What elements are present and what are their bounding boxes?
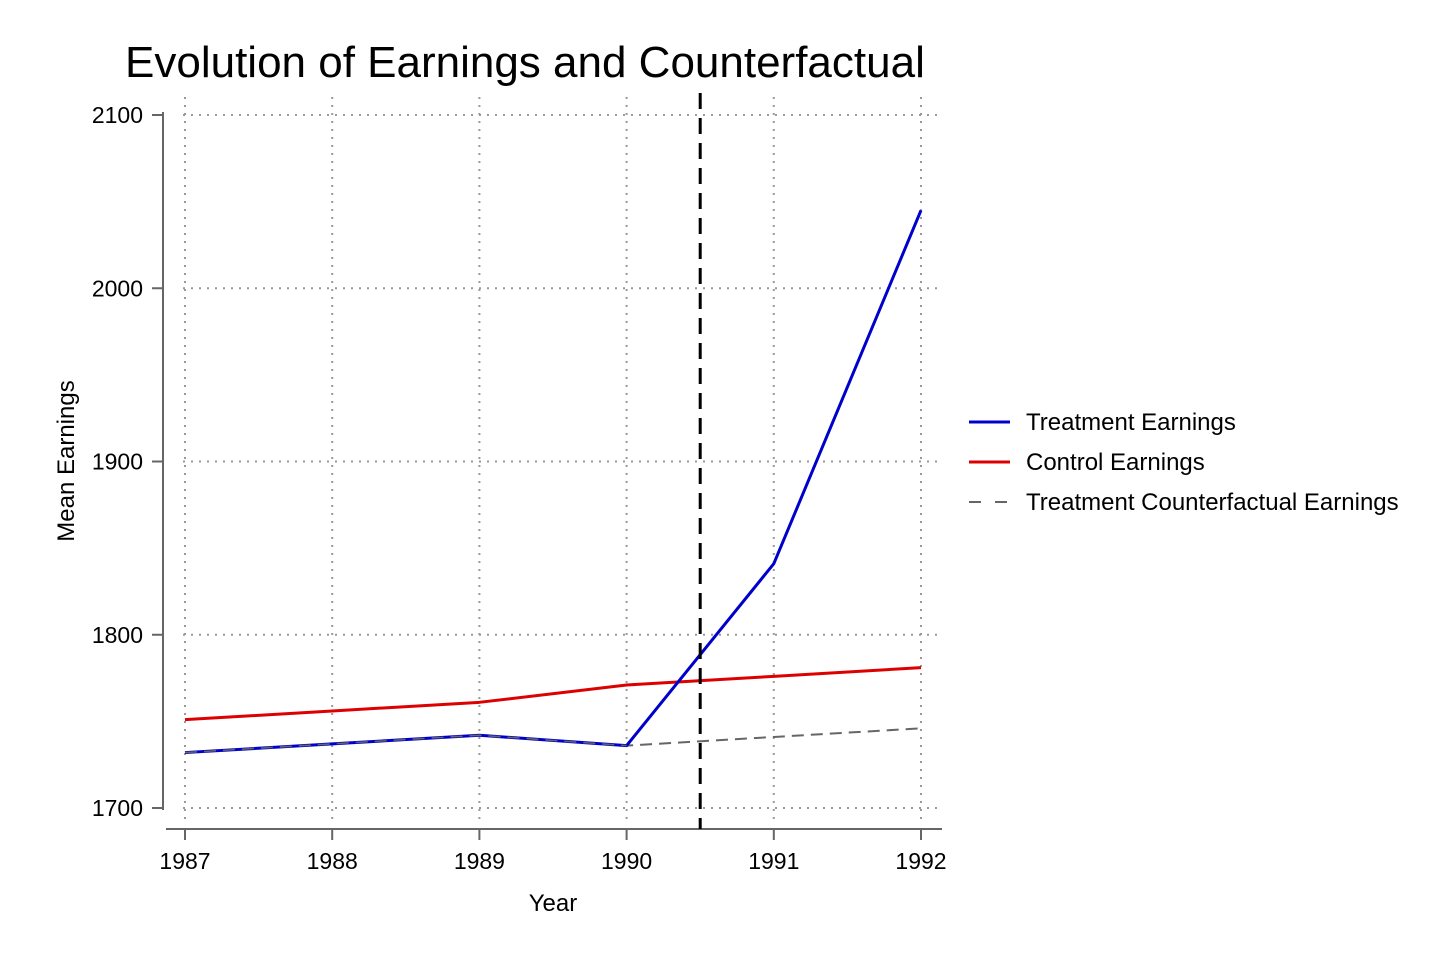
y-tick-label: 2000 (92, 275, 143, 301)
y-tick-label: 2100 (92, 102, 143, 128)
y-ticks: 1700 1800 1900 2000 2100 (92, 102, 163, 821)
legend: Treatment Earnings Control Earnings Treatm… (969, 409, 1399, 516)
y-tick-label: 1800 (92, 622, 143, 648)
axes (162, 112, 942, 830)
series-line-1 (184, 666, 922, 722)
x-tick-label: 1991 (748, 848, 799, 874)
x-tick-label: 1990 (601, 848, 652, 874)
x-axis-title: Year (529, 890, 578, 917)
y-tick-label: 1700 (92, 795, 143, 821)
legend-label-0: Treatment Earnings (1026, 409, 1236, 436)
y-axis-title: Mean Earnings (53, 380, 80, 541)
series-group (184, 209, 923, 755)
x-tick-label: 1989 (454, 848, 505, 874)
series-line-0 (184, 209, 923, 755)
counterfactual-overlay (184, 734, 627, 754)
x-tick-label: 1992 (895, 848, 946, 874)
y-tick-label: 1900 (92, 449, 143, 475)
grid (183, 97, 942, 820)
legend-label-1: Control Earnings (1026, 449, 1205, 476)
x-tick-label: 1988 (307, 848, 358, 874)
chart-title: Evolution of Earnings and Counterfactual (125, 38, 925, 87)
legend-label-2: Treatment Counterfactual Earnings (1026, 489, 1399, 516)
x-tick-label: 1987 (159, 848, 210, 874)
x-ticks: 1987 1988 1989 1990 1991 1992 (159, 829, 947, 874)
